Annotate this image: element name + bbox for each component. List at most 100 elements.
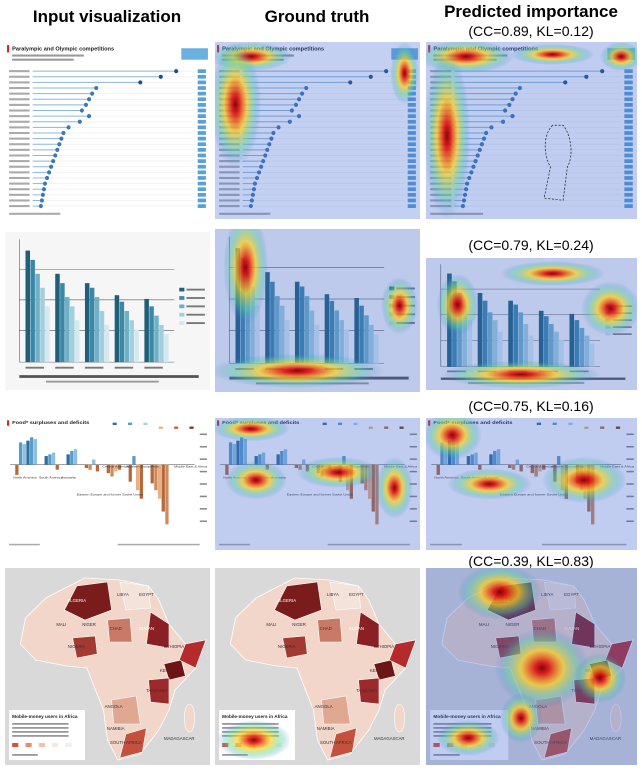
dot — [252, 181, 258, 186]
legend-text — [186, 305, 205, 308]
row-tag — [407, 181, 416, 186]
legend-text — [612, 333, 632, 335]
dot — [158, 74, 163, 79]
legend-swatch — [179, 312, 185, 317]
bar — [276, 454, 280, 465]
legend-swatch — [600, 426, 605, 429]
bar — [114, 295, 120, 363]
heatmap-blob — [223, 229, 269, 325]
bar — [124, 311, 130, 363]
bar — [324, 294, 330, 364]
row-tag — [197, 108, 206, 113]
legend-swatch — [384, 426, 389, 429]
row-tag — [197, 198, 206, 203]
country-label: EGYPT — [564, 592, 579, 597]
outline — [543, 124, 572, 201]
bar — [144, 298, 149, 363]
dot — [49, 164, 54, 169]
row-label — [9, 137, 30, 140]
row-label — [219, 193, 240, 196]
row-tag — [407, 176, 416, 180]
bar — [159, 324, 164, 363]
tick-label — [626, 508, 634, 510]
bar — [135, 464, 140, 491]
bar — [569, 313, 575, 367]
bar — [279, 305, 285, 364]
row-label — [9, 160, 30, 163]
tick-label — [199, 495, 207, 498]
country-label: MALI — [56, 622, 66, 627]
dot — [250, 192, 255, 197]
heatmap-blob — [215, 418, 290, 442]
dot — [57, 142, 62, 147]
legend-text — [186, 322, 205, 325]
row-tag — [197, 86, 206, 90]
country — [282, 635, 308, 659]
country-label: NIGER — [506, 622, 520, 627]
bar — [117, 464, 122, 470]
bar — [534, 464, 538, 477]
region-label: Central America — [102, 465, 128, 468]
dot — [269, 136, 274, 141]
dot — [461, 198, 467, 203]
country-label: NIGERIA — [278, 644, 296, 649]
row-tag — [407, 170, 416, 175]
bar — [579, 327, 585, 367]
row-tag — [197, 204, 206, 208]
bar — [261, 452, 266, 465]
row-label — [9, 205, 30, 208]
subtitle — [12, 58, 74, 61]
legend-text — [12, 735, 69, 737]
country-label: MALI — [479, 622, 489, 627]
row-tag — [624, 176, 633, 180]
country — [178, 639, 207, 669]
row-label — [9, 154, 30, 157]
tick-label — [626, 495, 634, 498]
country-label: NIGER — [292, 622, 306, 627]
tick-label — [199, 433, 207, 436]
row-tag — [407, 125, 416, 130]
dot — [251, 187, 256, 192]
dot — [471, 164, 476, 169]
thumbnail: ALGERIA LIBYA EGYPT MALI NIGER CHAD SUDAN ETHIO… — [215, 568, 420, 765]
dot — [41, 187, 46, 192]
country-label: ALGERIA — [67, 598, 86, 603]
row-label — [219, 182, 240, 185]
accent — [7, 45, 10, 53]
country-label: SUDAN — [139, 626, 154, 631]
legend-swatch — [552, 422, 557, 425]
dot — [79, 108, 84, 113]
row-tag — [407, 192, 416, 197]
row-tag — [624, 108, 633, 113]
bar — [33, 438, 37, 465]
chart-title: Mobile-money users in Africa — [222, 714, 288, 719]
bar — [549, 324, 554, 367]
dot — [267, 142, 272, 147]
dot — [94, 85, 99, 91]
dot — [254, 175, 260, 181]
thumbnail: Paralympic and Olympic competitions — [215, 42, 420, 219]
score-caption: (CC=0.89, KL=0.12) — [468, 23, 593, 39]
accent — [7, 420, 10, 426]
dot — [304, 85, 309, 91]
row-tag — [407, 131, 416, 135]
country-label: LIBYA — [327, 592, 339, 597]
dot — [87, 97, 92, 102]
bar — [139, 464, 143, 499]
row-tag — [624, 125, 633, 130]
bar — [69, 306, 75, 363]
country-label: MADAGASCAR — [164, 736, 195, 741]
legend-swatch — [143, 422, 148, 425]
country — [163, 659, 186, 681]
bar — [530, 464, 535, 474]
row-tag — [197, 159, 206, 163]
bar — [154, 315, 159, 363]
bar — [374, 334, 379, 364]
dot — [297, 114, 302, 119]
row-tag — [197, 170, 206, 175]
dot — [38, 204, 43, 209]
bar — [44, 456, 48, 465]
bar — [30, 437, 34, 465]
country-label: NIGERIA — [68, 644, 86, 649]
